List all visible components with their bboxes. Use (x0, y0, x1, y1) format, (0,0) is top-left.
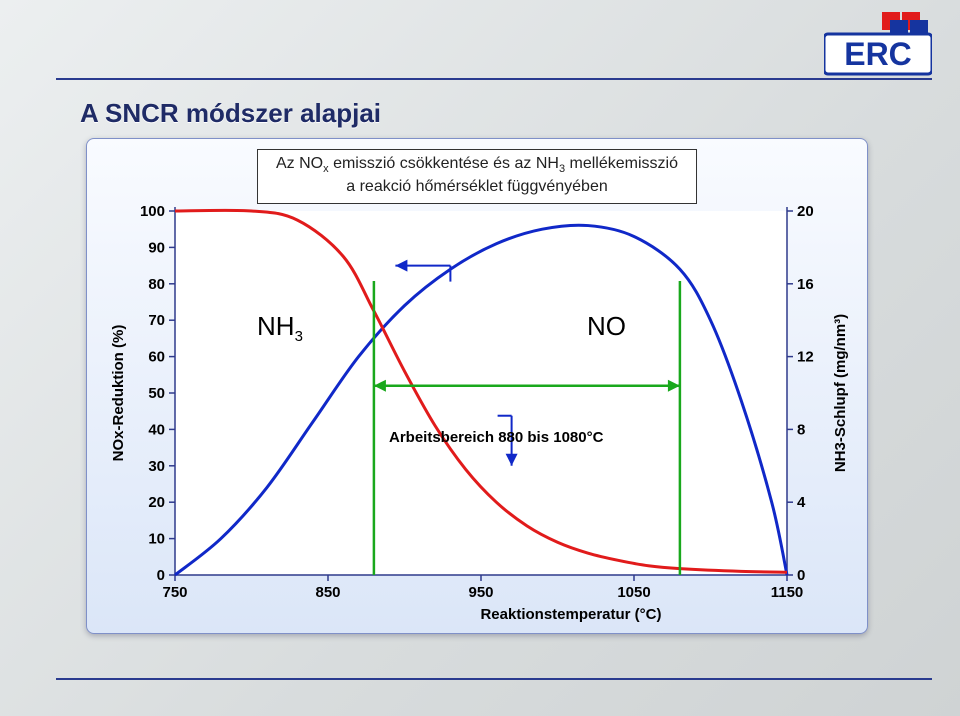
logo: ERC (824, 12, 932, 78)
svg-text:0: 0 (797, 567, 805, 584)
range-text: Arbeitsbereich 880 bis 1080°C (389, 429, 603, 446)
svg-text:Reaktionstemperatur (°C): Reaktionstemperatur (°C) (480, 606, 661, 623)
svg-text:12: 12 (797, 349, 814, 366)
annot-nh3: NH3 (257, 311, 303, 345)
svg-text:20: 20 (797, 203, 814, 220)
svg-text:NOx-Reduktion (%): NOx-Reduktion (%) (110, 325, 127, 462)
svg-text:20: 20 (148, 494, 165, 511)
header-rule (56, 78, 932, 80)
svg-text:1050: 1050 (617, 584, 650, 601)
logo-text: ERC (844, 36, 912, 72)
svg-text:50: 50 (148, 385, 165, 402)
svg-text:850: 850 (315, 584, 340, 601)
svg-text:90: 90 (148, 239, 165, 256)
svg-text:NH3-Schlupf (mg/nm³): NH3-Schlupf (mg/nm³) (832, 314, 849, 472)
svg-text:8: 8 (797, 421, 805, 438)
svg-text:0: 0 (157, 567, 165, 584)
svg-text:10: 10 (148, 531, 165, 548)
chart-svg: 75085095010501150Reaktionstemperatur (°C… (87, 139, 867, 633)
svg-text:16: 16 (797, 276, 814, 293)
page-title: A SNCR módszer alapjai (80, 98, 381, 129)
svg-text:950: 950 (468, 584, 493, 601)
svg-text:60: 60 (148, 349, 165, 366)
svg-text:80: 80 (148, 276, 165, 293)
svg-text:70: 70 (148, 312, 165, 329)
svg-text:30: 30 (148, 458, 165, 475)
chart-panel: Az NOx emisszió csökkentése és az NH3 me… (86, 138, 868, 634)
svg-text:750: 750 (162, 584, 187, 601)
footer-rule (56, 678, 932, 680)
annot-no: NO (587, 311, 626, 342)
svg-text:40: 40 (148, 421, 165, 438)
svg-text:4: 4 (797, 494, 806, 511)
svg-text:100: 100 (140, 203, 165, 220)
svg-text:1150: 1150 (771, 584, 804, 601)
